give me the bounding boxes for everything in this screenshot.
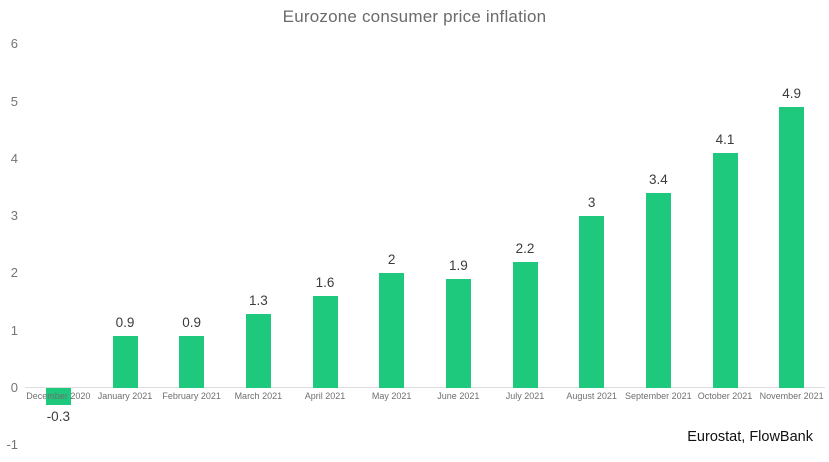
source-attribution: Eurostat, FlowBank bbox=[687, 429, 813, 445]
bar-august-2021[interactable] bbox=[579, 216, 605, 388]
bar-april-2021[interactable] bbox=[312, 296, 338, 388]
x-axis-category-label: February 2021 bbox=[162, 391, 221, 401]
x-axis-category-label: March 2021 bbox=[234, 391, 283, 401]
bar-february-2021[interactable] bbox=[179, 336, 205, 388]
bar-october-2021[interactable] bbox=[712, 153, 738, 388]
x-axis-category-label: April 2021 bbox=[304, 391, 346, 401]
y-axis-tick-label: 5 bbox=[10, 93, 18, 109]
bar-march-2021[interactable] bbox=[245, 313, 271, 388]
y-axis-tick-label: 4 bbox=[10, 150, 18, 166]
x-axis-category-label: May 2021 bbox=[371, 391, 412, 401]
bar-december-2020[interactable] bbox=[45, 388, 71, 406]
x-axis-category-label: July 2021 bbox=[505, 391, 545, 401]
y-axis-tick-label: 2 bbox=[10, 265, 18, 281]
x-axis-category-label: June 2021 bbox=[437, 391, 480, 401]
x-axis-baseline bbox=[25, 387, 825, 388]
bar-value-label: 1.9 bbox=[448, 258, 468, 274]
x-axis-category-label: December 2020 bbox=[26, 391, 91, 401]
bar-value-label: 4.1 bbox=[715, 132, 735, 148]
bar-value-label: 3 bbox=[587, 195, 596, 211]
y-axis-tick-label: -1 bbox=[6, 437, 18, 453]
bar-value-label: 2.2 bbox=[515, 240, 535, 256]
x-axis-category-label: September 2021 bbox=[625, 391, 692, 401]
y-axis-tick-label: 0 bbox=[10, 380, 18, 395]
chart-title: Eurozone consumer price inflation bbox=[282, 7, 547, 26]
bar-november-2021[interactable] bbox=[779, 107, 805, 388]
y-axis-tick-label: 3 bbox=[10, 208, 18, 224]
x-axis-category-label: August 2021 bbox=[566, 391, 617, 401]
bar-january-2021[interactable] bbox=[112, 336, 138, 388]
bar-value-label: 0.9 bbox=[115, 315, 135, 331]
x-axis-category-label: November 2021 bbox=[759, 391, 824, 401]
y-axis-tick-label: 1 bbox=[10, 322, 18, 338]
bar-value-label: 2 bbox=[387, 252, 396, 268]
x-axis-category-label: October 2021 bbox=[697, 391, 753, 401]
bar-may-2021[interactable] bbox=[379, 273, 405, 388]
bar-july-2021[interactable] bbox=[512, 261, 538, 388]
bar-value-label: 3.4 bbox=[648, 172, 668, 188]
bar-value-label: 0.9 bbox=[182, 315, 202, 331]
bar-june-2021[interactable] bbox=[445, 279, 471, 388]
x-axis-category-label: January 2021 bbox=[97, 391, 153, 401]
bar-value-label: 1.3 bbox=[248, 292, 268, 308]
bar-september-2021[interactable] bbox=[645, 193, 671, 388]
y-axis-tick-label: 6 bbox=[10, 36, 18, 52]
bar-value-label: 1.6 bbox=[315, 275, 335, 291]
bar-value-label: 4.9 bbox=[782, 86, 802, 102]
bar-value-label: -0.3 bbox=[46, 409, 70, 425]
